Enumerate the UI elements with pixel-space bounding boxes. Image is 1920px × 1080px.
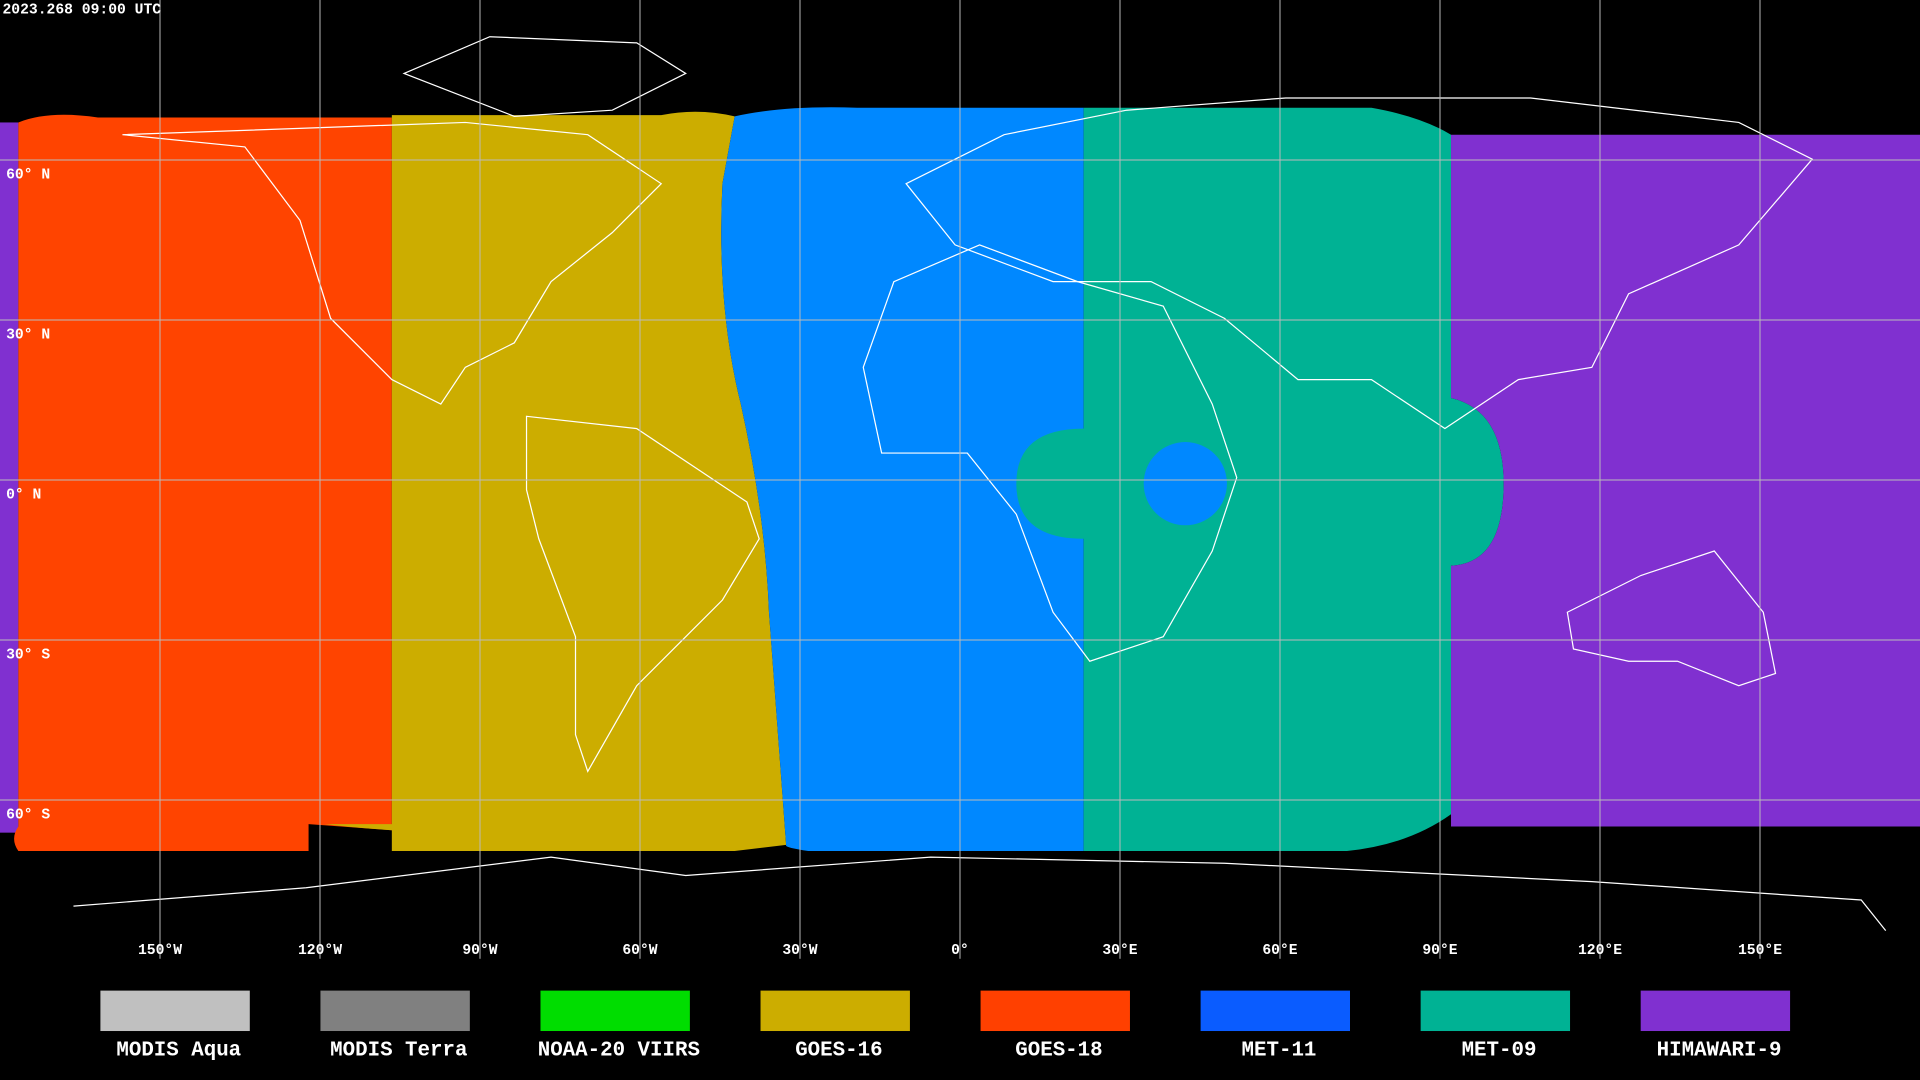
map-labels: 150°W 120°W 90°W 60°W 30°W 0° 30°E 60°E 90°E 120°… [6,167,1782,959]
legend-swatch [1200,990,1350,1032]
lon-label: 120°W [298,943,342,959]
lon-label: 30°E [1102,943,1137,959]
lon-label: 90°W [462,943,497,959]
himawari-edge [0,122,19,833]
goes-18-region [14,114,392,852]
timestamp: 2023.268 09:00 UTC [2,2,161,18]
coast-eurasia [905,97,1814,430]
legend-swatch [1640,990,1791,1032]
lon-label: 60°E [1262,943,1297,959]
legend-swatch [1420,990,1571,1032]
lat-label: 60° S [6,807,50,823]
legend-label: MET-09 [1462,1040,1537,1063]
graticule [0,0,1920,960]
lon-label: 60°W [622,943,657,959]
legend-swatch [100,990,250,1032]
lon-label: 150°E [1738,943,1782,959]
coast-greenland [402,36,687,117]
lon-label: 30°W [782,943,817,959]
legend: MODIS Aqua MODIS Terra NOAA-20 VIIRS GOES-1… [100,990,1791,1063]
legend-label: NOAA-20 VIIRS [538,1040,700,1063]
met-09-region [1016,107,1504,852]
legend-swatch [320,990,470,1032]
legend-label: HIMAWARI-9 [1657,1040,1782,1063]
lat-label: 30° N [6,327,50,343]
lat-label: 0° N [6,487,41,503]
coast-australia [1566,550,1777,687]
met-11-patch [1143,442,1227,526]
himawari-9-region [1451,134,1920,827]
lon-label: 150°W [138,943,182,959]
coastlines [73,36,1887,931]
legend-swatch [760,990,910,1032]
legend-label: GOES-16 [795,1040,882,1063]
legend-label: MODIS Terra [330,1040,467,1063]
legend-label: MET-11 [1242,1040,1317,1063]
legend-swatch [540,990,690,1032]
coast-north-america [122,121,663,405]
lon-label: 120°E [1578,943,1622,959]
coast-antarctica [73,856,1887,931]
legend-label: GOES-18 [1015,1040,1102,1063]
lon-label: 90°E [1422,943,1457,959]
lat-label: 60° N [6,167,50,183]
coast-south-america [525,415,760,773]
goes-16-region [324,111,787,852]
lat-label: 30° S [6,647,50,663]
coverage [0,107,1920,852]
coast-africa [862,244,1238,662]
legend-panel [0,958,1920,1080]
legend-swatch [980,990,1130,1032]
met-11-region [721,107,1084,852]
legend-label: MODIS Aqua [116,1040,241,1063]
lon-label: 0° [951,943,969,959]
